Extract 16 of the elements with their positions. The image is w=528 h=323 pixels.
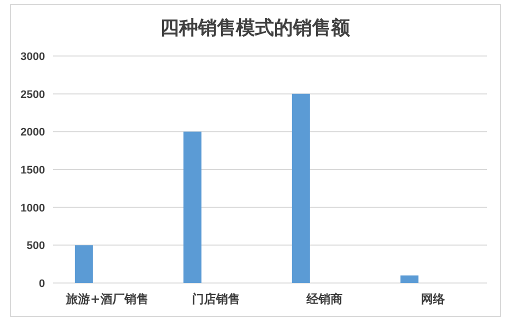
- x-tick-label: 网络: [420, 292, 446, 306]
- x-tick-label: 经销商: [305, 292, 342, 306]
- y-tick-label: 3000: [20, 51, 45, 63]
- bar: [74, 245, 93, 283]
- bar: [400, 275, 418, 283]
- y-tick-label: 500: [26, 240, 45, 252]
- x-tick-label: 门店销售: [192, 292, 240, 306]
- y-tick-label: 1500: [20, 164, 45, 176]
- y-tick-label: 2000: [20, 126, 45, 139]
- bar: [183, 132, 202, 283]
- y-tick-label: 1000: [20, 202, 45, 214]
- y-tick-label: 2500: [20, 88, 45, 101]
- chart-title: 四种销售模式的销售额: [160, 17, 351, 39]
- x-tick-label: 旅游+酒厂销售: [65, 292, 148, 306]
- y-tick-label: 0: [38, 278, 45, 290]
- bar: [292, 94, 310, 283]
